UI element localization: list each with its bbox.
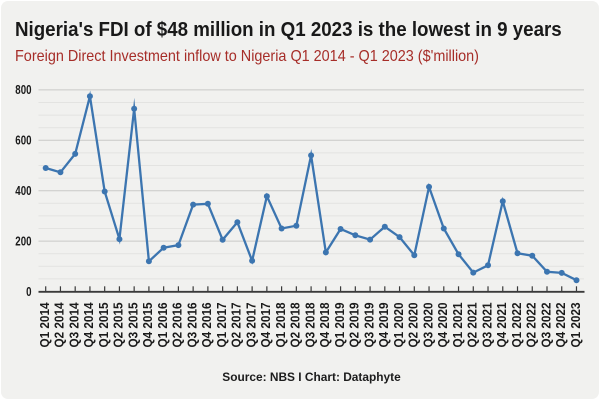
svg-text:Q3 2020: Q3 2020 [420,303,435,348]
svg-text:Q4 2019: Q4 2019 [376,303,391,348]
svg-text:Q2 2018: Q2 2018 [288,303,303,348]
svg-text:Q3 2016: Q3 2016 [184,303,199,348]
svg-text:Q2 2017: Q2 2017 [229,303,244,348]
svg-text:Q4 2020: Q4 2020 [435,303,450,348]
svg-text:800: 800 [15,82,31,97]
svg-text:Q3 2014: Q3 2014 [66,302,81,348]
svg-text:Q1 2023: Q1 2023 [568,303,583,348]
svg-text:Q3 2015: Q3 2015 [125,303,140,348]
svg-text:Q2 2016: Q2 2016 [170,303,185,348]
svg-text:Q1 2021: Q1 2021 [450,303,465,348]
svg-text:Q2 2019: Q2 2019 [347,303,362,348]
svg-text:Q4 2022: Q4 2022 [553,303,568,348]
svg-text:Q4 2015: Q4 2015 [140,303,155,348]
svg-text:Q1 2020: Q1 2020 [391,303,406,348]
svg-text:Q2 2021: Q2 2021 [465,303,480,348]
svg-text:Q2 2015: Q2 2015 [111,303,126,348]
svg-text:Q1 2018: Q1 2018 [273,303,288,348]
svg-text:200: 200 [15,233,31,248]
svg-text:Q3 2017: Q3 2017 [243,303,258,348]
svg-text:0: 0 [26,284,31,299]
svg-text:Q3 2018: Q3 2018 [302,303,317,348]
svg-text:Q3 2022: Q3 2022 [538,303,553,348]
svg-text:Q1 2016: Q1 2016 [155,303,170,348]
svg-text:Q1 2015: Q1 2015 [96,303,111,348]
svg-text:Q3 2021: Q3 2021 [479,303,494,348]
svg-text:400: 400 [15,183,31,198]
svg-text:Q1 2022: Q1 2022 [509,303,524,348]
svg-text:Q2 2022: Q2 2022 [524,303,539,348]
svg-text:Q4 2014: Q4 2014 [81,302,96,348]
svg-text:Q2 2014: Q2 2014 [52,302,67,348]
svg-text:Q1 2017: Q1 2017 [214,303,229,348]
svg-text:Q4 2018: Q4 2018 [317,303,332,348]
svg-text:Q1 2014: Q1 2014 [37,302,52,348]
svg-text:Q2 2020: Q2 2020 [406,303,421,348]
svg-text:Q3 2019: Q3 2019 [361,303,376,348]
svg-text:Q1 2019: Q1 2019 [332,303,347,348]
svg-text:Q4 2021: Q4 2021 [494,303,509,348]
svg-text:600: 600 [15,133,31,148]
svg-text:Q4 2017: Q4 2017 [258,303,273,348]
svg-text:Q4 2016: Q4 2016 [199,303,214,348]
